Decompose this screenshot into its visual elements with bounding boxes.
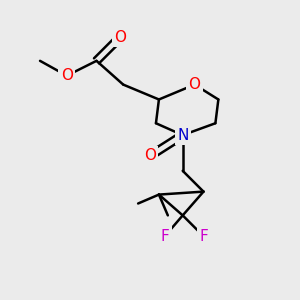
Text: N: N (177, 128, 188, 142)
Text: O: O (144, 148, 156, 164)
Text: O: O (61, 68, 73, 83)
Text: O: O (189, 77, 201, 92)
Text: F: F (160, 229, 169, 244)
Text: F: F (199, 229, 208, 244)
Text: O: O (114, 30, 126, 45)
